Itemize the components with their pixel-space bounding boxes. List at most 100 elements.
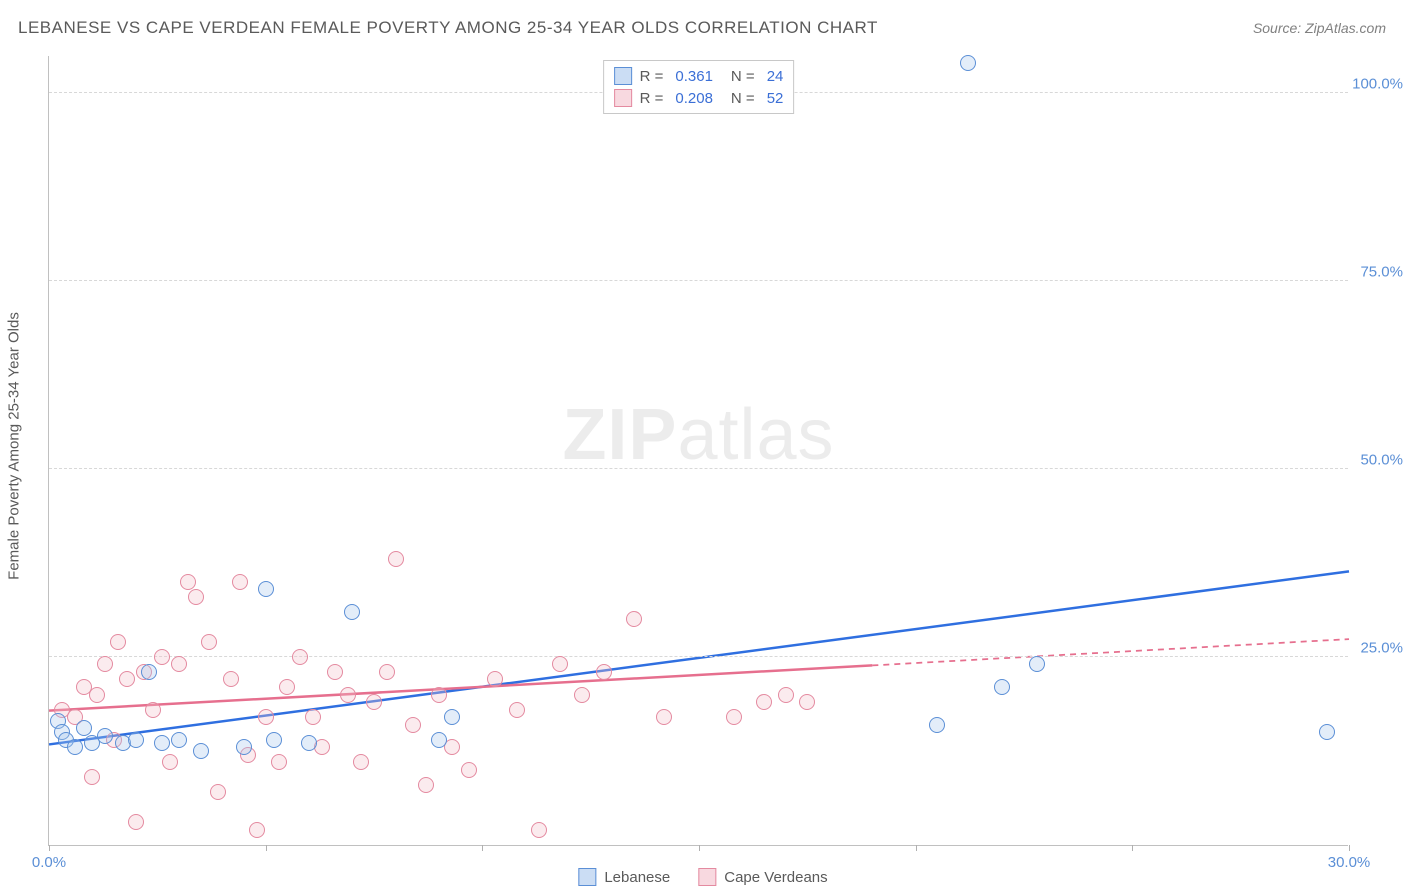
data-point [236, 739, 252, 755]
data-point [67, 739, 83, 755]
data-point [461, 762, 477, 778]
data-point [574, 687, 590, 703]
data-point [258, 709, 274, 725]
series-swatch [614, 67, 632, 85]
y-tick-label: 75.0% [1360, 263, 1403, 280]
stats-r-value: 0.208 [675, 90, 713, 107]
x-tick [1349, 845, 1350, 851]
data-point [626, 611, 642, 627]
legend-item: Cape Verdeans [698, 868, 827, 886]
legend-item: Lebanese [578, 868, 670, 886]
data-point [301, 735, 317, 751]
data-point [128, 814, 144, 830]
data-point [1029, 656, 1045, 672]
trend-line [49, 665, 872, 710]
data-point [249, 822, 265, 838]
data-point [162, 754, 178, 770]
x-tick [1132, 845, 1133, 851]
data-point [353, 754, 369, 770]
legend-label: Lebanese [604, 869, 670, 886]
data-point [193, 743, 209, 759]
data-point [778, 687, 794, 703]
data-point [119, 671, 135, 687]
data-point [431, 687, 447, 703]
legend-swatch [698, 868, 716, 886]
data-point [487, 671, 503, 687]
stats-row: R = 0.361 N = 24 [614, 65, 784, 87]
x-tick [266, 845, 267, 851]
data-point [340, 687, 356, 703]
data-point [388, 551, 404, 567]
data-point [344, 604, 360, 620]
data-point [379, 664, 395, 680]
data-point [271, 754, 287, 770]
data-point [266, 732, 282, 748]
y-tick-label: 50.0% [1360, 451, 1403, 468]
data-point [552, 656, 568, 672]
data-point [223, 671, 239, 687]
legend-label: Cape Verdeans [724, 869, 827, 886]
trend-lines-layer [49, 56, 1348, 845]
data-point [726, 709, 742, 725]
data-point [799, 694, 815, 710]
stats-row: R = 0.208 N = 52 [614, 87, 784, 109]
legend-swatch [578, 868, 596, 886]
data-point [180, 574, 196, 590]
x-tick-label: 30.0% [1328, 854, 1371, 871]
data-point [188, 589, 204, 605]
y-axis-label: Female Poverty Among 25-34 Year Olds [6, 312, 23, 580]
data-point [1319, 724, 1335, 740]
data-point [756, 694, 772, 710]
stats-n-label: N = [731, 90, 755, 107]
data-point [84, 769, 100, 785]
x-tick [699, 845, 700, 851]
data-point [171, 656, 187, 672]
data-point [279, 679, 295, 695]
data-point [509, 702, 525, 718]
data-point [128, 732, 144, 748]
data-point [327, 664, 343, 680]
data-point [994, 679, 1010, 695]
x-tick [49, 845, 50, 851]
stats-n-label: N = [731, 68, 755, 85]
trend-line [49, 571, 1349, 744]
chart-title: LEBANESE VS CAPE VERDEAN FEMALE POVERTY … [18, 18, 878, 38]
stats-r-value: 0.361 [675, 68, 713, 85]
data-point [258, 581, 274, 597]
gridline [49, 280, 1348, 281]
data-point [171, 732, 187, 748]
series-swatch [614, 89, 632, 107]
trend-line-extrapolated [872, 639, 1349, 665]
data-point [444, 709, 460, 725]
data-point [305, 709, 321, 725]
stats-r-label: R = [640, 90, 664, 107]
data-point [929, 717, 945, 733]
data-point [89, 687, 105, 703]
gridline [49, 468, 1348, 469]
gridline [49, 656, 1348, 657]
data-point [210, 784, 226, 800]
x-tick [482, 845, 483, 851]
data-point [960, 55, 976, 71]
x-tick [916, 845, 917, 851]
stats-n-value: 52 [767, 90, 784, 107]
stats-n-value: 24 [767, 68, 784, 85]
data-point [292, 649, 308, 665]
data-point [141, 664, 157, 680]
data-point [232, 574, 248, 590]
data-point [405, 717, 421, 733]
data-point [531, 822, 547, 838]
stats-r-label: R = [640, 68, 664, 85]
data-point [366, 694, 382, 710]
data-point [596, 664, 612, 680]
data-point [201, 634, 217, 650]
bottom-legend: Lebanese Cape Verdeans [578, 868, 827, 886]
data-point [154, 649, 170, 665]
data-point [145, 702, 161, 718]
y-tick-label: 100.0% [1352, 75, 1403, 92]
x-tick-label: 0.0% [32, 854, 66, 871]
data-point [76, 720, 92, 736]
data-point [431, 732, 447, 748]
data-point [418, 777, 434, 793]
data-point [110, 634, 126, 650]
